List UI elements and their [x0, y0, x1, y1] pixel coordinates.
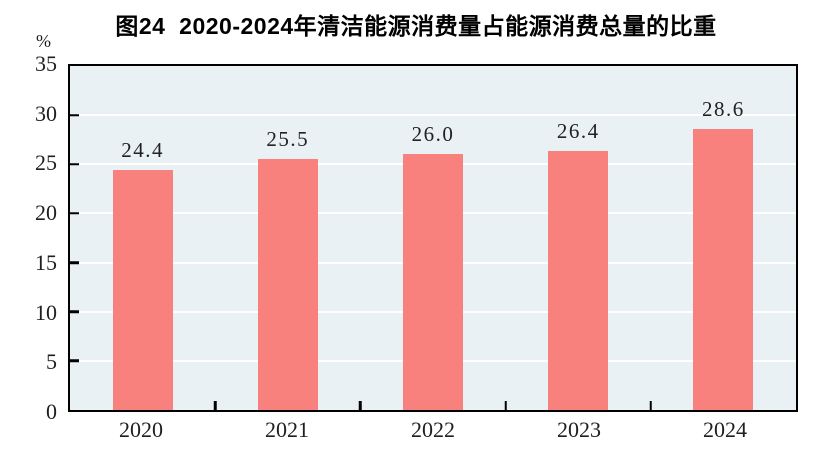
y-tick-5	[70, 359, 79, 363]
bar-2024	[693, 128, 754, 410]
bar-value-label-2020: 24.4	[121, 138, 164, 163]
y-axis-label-35: 35	[35, 51, 57, 76]
x-axis-label-2021: 2021	[265, 417, 309, 442]
gridline-30	[70, 114, 796, 117]
y-tick-25	[70, 163, 79, 166]
bar-2023	[548, 150, 609, 410]
chart-title: 图24 2020-2024年清洁能源消费量占能源消费总量的比重	[115, 13, 717, 39]
bar-value-label-2023: 26.4	[556, 118, 600, 143]
x-tick-boundary-2	[359, 401, 362, 410]
y-tick-15	[70, 261, 79, 264]
bar-2022	[403, 154, 463, 410]
bar-2021	[257, 159, 318, 410]
y-axis-label-5: 5	[46, 349, 57, 375]
x-axis-label-2020: 2020	[119, 417, 163, 442]
y-axis-label-30: 30	[35, 100, 57, 126]
y-axis-label-10: 10	[35, 299, 57, 325]
y-axis-unit-label: %	[36, 31, 51, 51]
y-tick-30	[70, 113, 79, 117]
x-tick-boundary-1	[213, 401, 217, 410]
x-axis-label-2022: 2022	[411, 417, 455, 442]
bar-2020	[112, 170, 173, 410]
x-axis-label-2023: 2023	[557, 417, 601, 442]
y-axis: 0 5 10 15 20 25 30 35	[0, 53, 57, 423]
y-tick-10	[70, 310, 79, 313]
y-tick-20	[70, 212, 79, 215]
x-tick-boundary-4	[649, 401, 653, 410]
bar-value-label-2022: 26.0	[411, 122, 455, 147]
bar-value-label-2021: 25.5	[266, 127, 310, 152]
y-axis-label-0: 0	[46, 399, 57, 424]
y-axis-label-25: 25	[35, 150, 57, 176]
y-axis-label-15: 15	[35, 249, 57, 275]
x-tick-boundary-3	[504, 401, 507, 410]
x-axis-label-2024: 2024	[703, 417, 747, 442]
x-axis: 2020 2021 2022 2023 2024	[68, 417, 798, 447]
y-axis-label-20: 20	[35, 200, 57, 226]
bar-value-label-2024: 28.6	[702, 96, 745, 121]
plot-area: 24.4 25.5 26.0 26.4 28.6	[68, 64, 798, 412]
